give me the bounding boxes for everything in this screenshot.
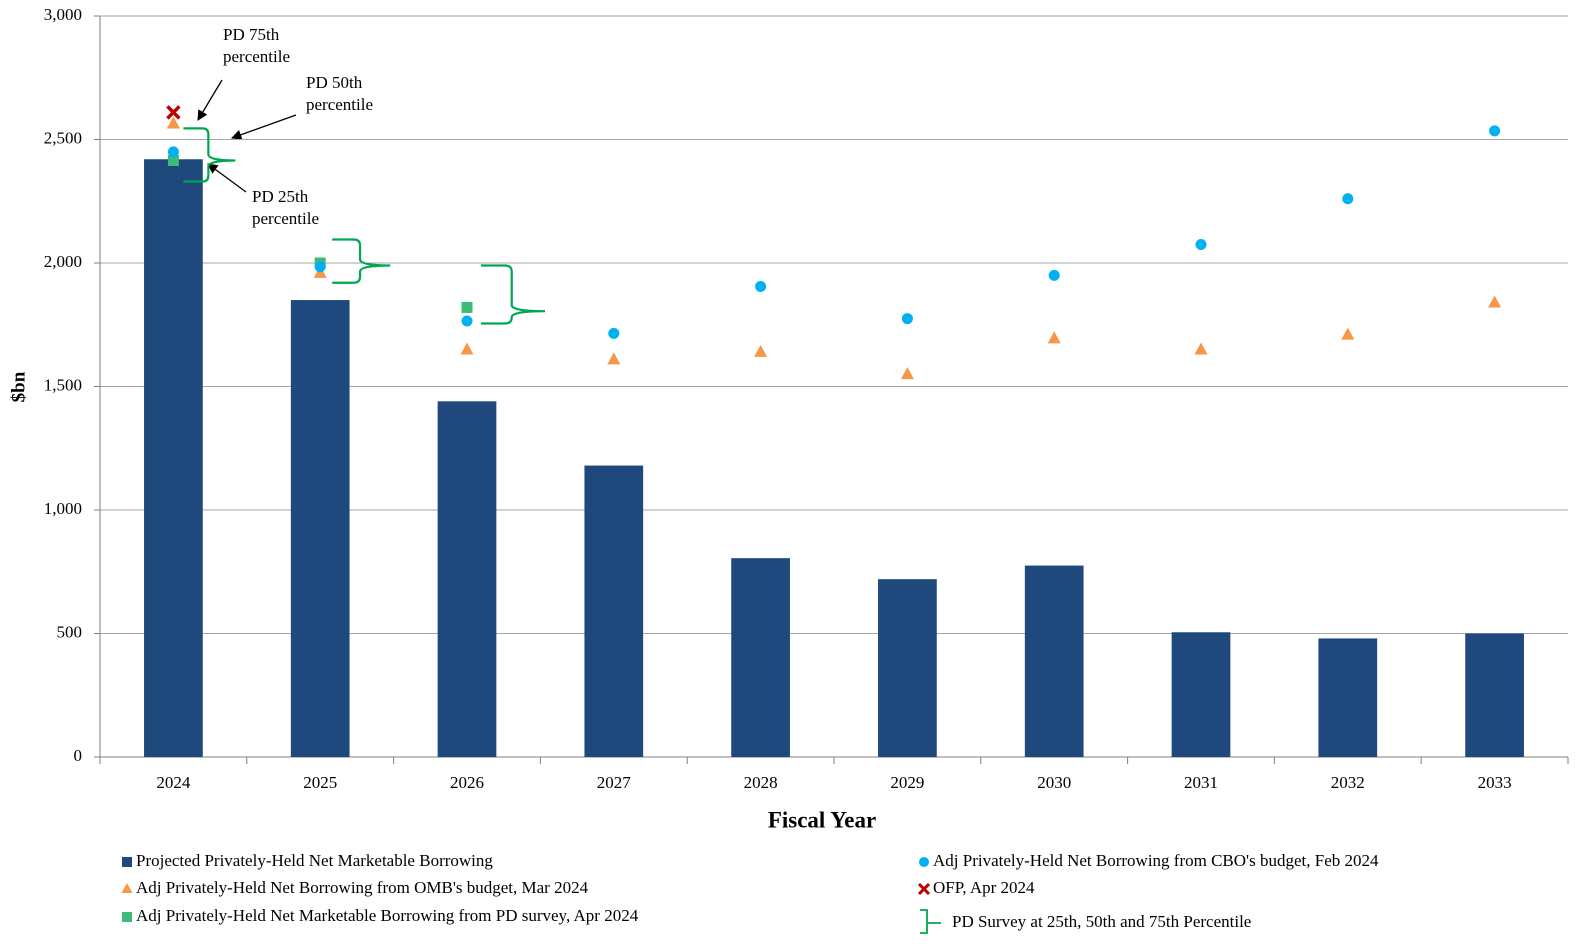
y-tick-label: 1,500	[44, 375, 82, 394]
x-tick-label: 2033	[1478, 773, 1512, 792]
annotation: percentile	[223, 47, 290, 66]
x-tick-label: 2026	[450, 773, 484, 792]
legend-label: Adj Privately-Held Net Marketable Borrow…	[136, 906, 639, 925]
omb-point	[460, 342, 474, 355]
y-tick-label: 0	[74, 746, 83, 765]
bar	[290, 300, 350, 757]
x-tick-label: 2032	[1331, 773, 1365, 792]
y-tick-label: 1,000	[44, 499, 82, 518]
x-tick-label: 2027	[597, 773, 632, 792]
arrow	[197, 79, 223, 121]
annotation: PD 50th	[306, 73, 363, 92]
pd-point	[461, 301, 473, 313]
cbo-point	[167, 146, 179, 158]
omb-point	[166, 116, 180, 129]
legend-marker	[122, 857, 132, 867]
x-tick-label: 2024	[156, 773, 191, 792]
omb-point	[754, 344, 768, 357]
omb-point	[1341, 327, 1355, 340]
bar	[1465, 633, 1524, 757]
cbo-point	[755, 280, 767, 292]
x-tick-label: 2028	[744, 773, 778, 792]
omb-point	[1047, 331, 1061, 344]
bar	[584, 465, 644, 757]
legend-label: OFP, Apr 2024	[933, 878, 1035, 897]
legend-marker	[919, 857, 929, 867]
x-tick-label: 2031	[1184, 773, 1218, 792]
annotation: PD 75th	[223, 25, 280, 44]
cbo-point	[901, 313, 913, 325]
bar	[1024, 565, 1084, 757]
legend-marker	[122, 912, 132, 922]
y-tick-label: 2,000	[44, 252, 82, 271]
arrow	[231, 114, 297, 140]
x-tick-label: 2030	[1037, 773, 1071, 792]
omb-point	[1488, 295, 1502, 308]
bar	[437, 401, 497, 757]
y-tick-label: 3,000	[44, 5, 82, 24]
y-axis-title: $bn	[8, 371, 29, 402]
cbo-point	[1195, 238, 1207, 250]
cbo-point	[608, 327, 620, 339]
legend-marker	[920, 909, 941, 934]
ofp-point	[166, 105, 181, 120]
legend-label: Projected Privately-Held Net Marketable …	[136, 851, 493, 870]
pd-survey-bracket	[332, 238, 391, 284]
pd-survey-bracket	[183, 127, 236, 183]
arrow	[207, 163, 247, 193]
cbo-point	[1048, 269, 1060, 281]
omb-point	[1194, 342, 1208, 355]
cbo-point	[461, 315, 473, 327]
bar	[1171, 632, 1231, 757]
legend-marker	[121, 883, 133, 893]
annotation: percentile	[252, 209, 319, 228]
y-tick-label: 2,500	[44, 128, 82, 147]
x-tick-label: 2025	[303, 773, 337, 792]
bar	[1318, 638, 1378, 757]
bar	[731, 558, 790, 757]
omb-point	[900, 367, 914, 380]
x-tick-label: 2029	[890, 773, 924, 792]
legend-label: PD Survey at 25th, 50th and 75th Percent…	[952, 912, 1251, 931]
legend-marker	[917, 882, 931, 896]
legend-label: Adj Privately-Held Net Borrowing from CB…	[933, 851, 1379, 870]
omb-point	[607, 352, 621, 365]
bar	[878, 579, 937, 757]
annotation: percentile	[306, 95, 373, 114]
y-tick-label: 500	[57, 622, 83, 641]
pd-survey-bracket	[481, 264, 546, 325]
cbo-point	[314, 261, 326, 273]
cbo-point	[1489, 125, 1501, 137]
x-axis-title: Fiscal Year	[768, 807, 876, 832]
pd-point	[167, 154, 179, 166]
legend-label: Adj Privately-Held Net Borrowing from OM…	[136, 878, 589, 897]
cbo-point	[1342, 193, 1354, 205]
annotation: PD 25th	[252, 187, 309, 206]
bar	[144, 159, 203, 757]
